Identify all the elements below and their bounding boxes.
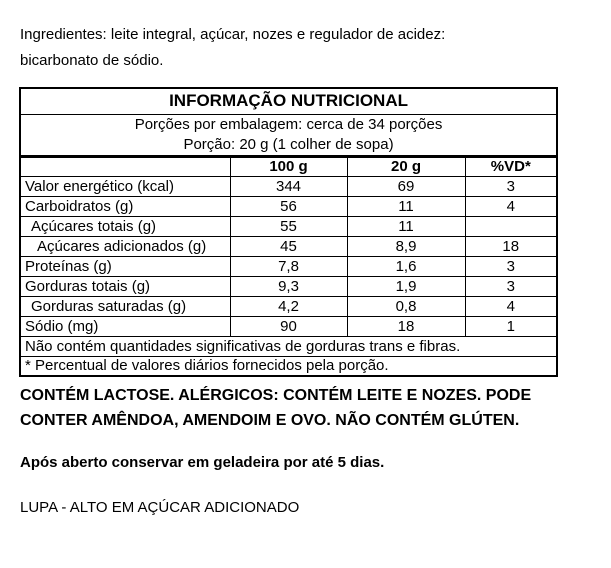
allergen-notice-line-1: CONTÉM LACTOSE. ALÉRGICOS: CONTÉM LEITE … (20, 387, 532, 404)
table-row-protein: Proteínas (g) 7,8 1,6 3 (19, 255, 558, 277)
value-100g: 4,2 (229, 295, 348, 317)
row-label: Gorduras saturadas (g) (19, 295, 231, 317)
nutrition-label-page: Ingredientes: leite integral, açúcar, no… (19, 22, 611, 516)
value-20g: 18 (346, 315, 466, 337)
value-vd: 18 (464, 235, 558, 257)
value-100g: 56 (229, 195, 348, 217)
allergen-notice-line-2: CONTER AMÊNDOA, AMENDOIM E OVO. NÃO CONT… (20, 412, 520, 429)
column-header-100g: 100 g (229, 155, 348, 177)
value-20g: 8,9 (346, 235, 466, 257)
table-row-saturated-fat: Gorduras saturadas (g) 4,2 0,8 4 (19, 295, 558, 317)
value-20g: 69 (346, 175, 466, 197)
value-100g: 9,3 (229, 275, 348, 297)
value-100g: 55 (229, 215, 348, 237)
table-title: INFORMAÇÃO NUTRICIONAL (19, 87, 558, 115)
servings-per-package: Porções por embalagem: cerca de 34 porçõ… (134, 115, 443, 133)
value-100g: 7,8 (229, 255, 348, 277)
servings-row: Porções por embalagem: cerca de 34 porçõ… (19, 113, 558, 158)
row-label: Sódio (mg) (19, 315, 231, 337)
value-100g: 344 (229, 175, 348, 197)
value-20g: 1,9 (346, 275, 466, 297)
ingredients-line-2: bicarbonato de sódio. (20, 52, 164, 69)
table-row-total-sugars: Açúcares totais (g) 55 11 (19, 215, 558, 237)
nutrition-facts-table: INFORMAÇÃO NUTRICIONAL Porções por embal… (19, 87, 559, 377)
value-100g: 45 (229, 235, 348, 257)
value-vd: 4 (464, 195, 558, 217)
table-title-row: INFORMAÇÃO NUTRICIONAL (19, 87, 558, 115)
storage-notice: Após aberto conservar em geladeira por a… (20, 454, 385, 471)
value-vd: 3 (464, 275, 558, 297)
column-header-empty (19, 155, 231, 177)
table-row-added-sugars: Açúcares adicionados (g) 45 8,9 18 (19, 235, 558, 257)
row-label: Açúcares totais (g) (19, 215, 231, 237)
ingredients-line-1: Ingredientes: leite integral, açúcar, no… (20, 26, 446, 43)
footnote-no-trans: Não contém quantidades significativas de… (19, 335, 558, 357)
row-label: Carboidratos (g) (19, 195, 231, 217)
column-header-20g: 20 g (346, 155, 466, 177)
footnote-vd: * Percentual de valores diários fornecid… (19, 355, 558, 377)
value-vd: 3 (464, 255, 558, 277)
row-label: Açúcares adicionados (g) (19, 235, 231, 257)
allergen-notice: CONTÉM LACTOSE. ALÉRGICOS: CONTÉM LEITE … (20, 383, 611, 433)
row-label: Proteínas (g) (19, 255, 231, 277)
value-vd: 1 (464, 315, 558, 337)
table-row-carbs: Carboidratos (g) 56 11 4 (19, 195, 558, 217)
table-row-energy: Valor energético (kcal) 344 69 3 (19, 175, 558, 197)
value-20g: 1,6 (346, 255, 466, 277)
row-label: Valor energético (kcal) (19, 175, 231, 197)
column-header-vd: %VD* (464, 155, 558, 177)
serving-size: Porção: 20 g (1 colher de sopa) (183, 135, 394, 153)
servings-cell: Porções por embalagem: cerca de 34 porçõ… (19, 113, 558, 158)
row-label: Gorduras totais (g) (19, 275, 231, 297)
column-header-row: 100 g 20 g %VD* (19, 155, 558, 177)
footnote-row-no-trans: Não contém quantidades significativas de… (19, 335, 558, 357)
value-20g: 0,8 (346, 295, 466, 317)
value-vd (464, 215, 558, 237)
footnote-row-vd: * Percentual de valores diários fornecid… (19, 355, 558, 377)
table-row-total-fat: Gorduras totais (g) 9,3 1,9 3 (19, 275, 558, 297)
value-100g: 90 (229, 315, 348, 337)
value-vd: 3 (464, 175, 558, 197)
value-vd: 4 (464, 295, 558, 317)
value-20g: 11 (346, 195, 466, 217)
ingredients-paragraph: Ingredientes: leite integral, açúcar, no… (20, 22, 611, 74)
table-row-sodium: Sódio (mg) 90 18 1 (19, 315, 558, 337)
value-20g: 11 (346, 215, 466, 237)
front-label-warning: LUPA - ALTO EM AÇÚCAR ADICIONADO (20, 499, 300, 516)
